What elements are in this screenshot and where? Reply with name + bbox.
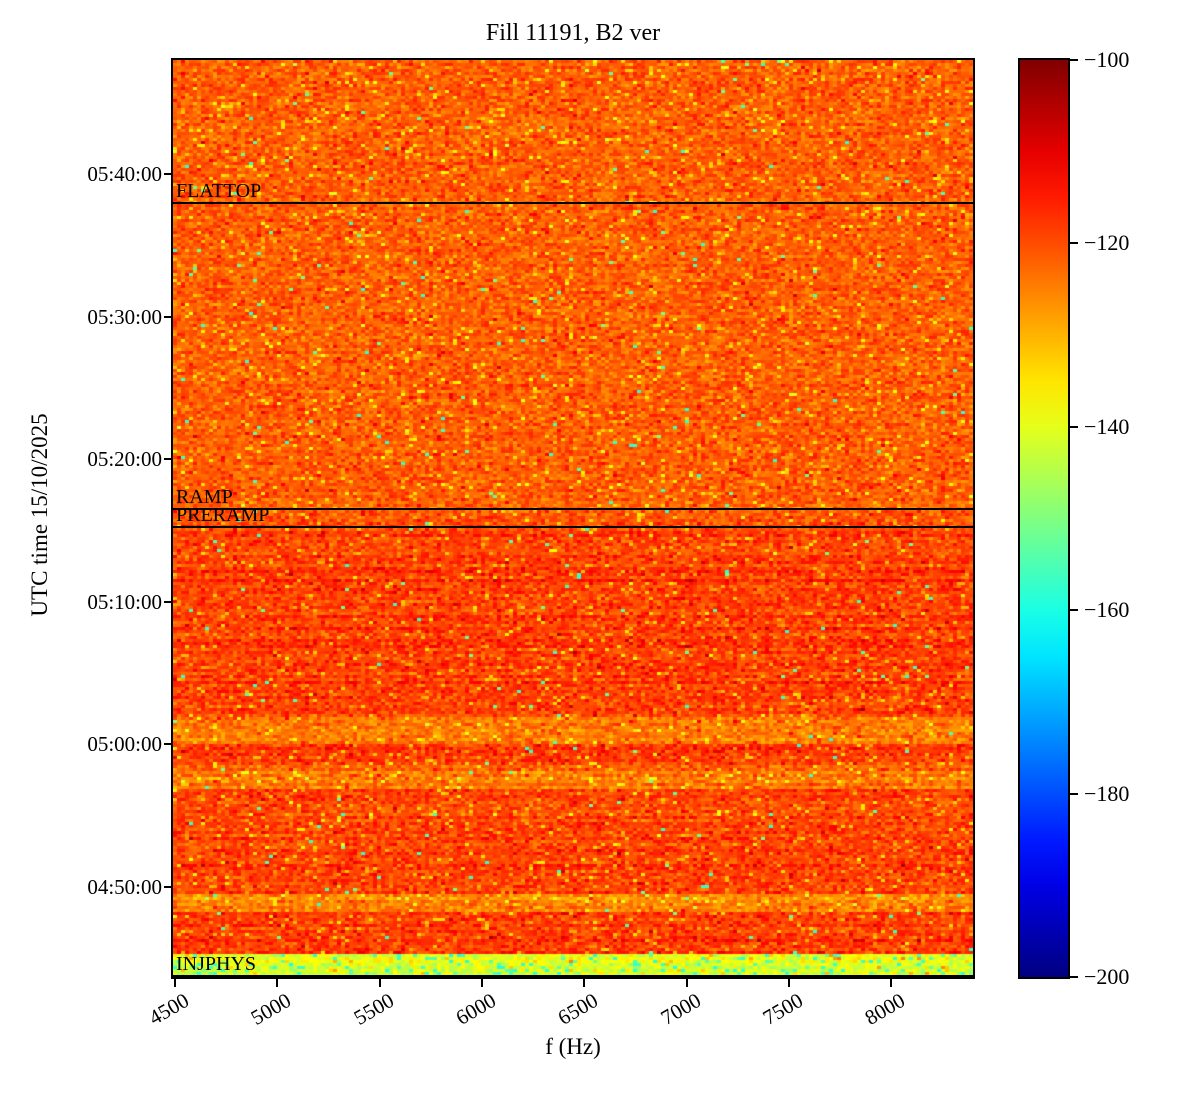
colorbar-tick-label: −200 (1084, 964, 1130, 989)
beam-mode-line-injphys (173, 974, 973, 978)
x-tick-label: 6500 (553, 988, 603, 1030)
y-tick-label: 05:40:00 (87, 162, 162, 187)
beam-mode-label-injphys: INJPHYS (176, 952, 257, 975)
colorbar-tick-label: −120 (1084, 230, 1130, 256)
beam-mode-label-ramp: RAMP (176, 485, 233, 508)
x-tick-mark (583, 979, 586, 987)
beam-mode-line-flattop (173, 201, 973, 205)
x-tick-mark (787, 979, 790, 987)
colorbar-tick-mark (1070, 242, 1078, 245)
x-tick-label: 5000 (246, 988, 296, 1030)
colorbar-tick-label: −100 (1084, 47, 1130, 72)
y-tick-label: 05:30:00 (87, 304, 162, 329)
x-tick-mark (276, 979, 279, 987)
y-tick-mark (164, 743, 173, 746)
y-tick-label: 04:50:00 (87, 874, 162, 899)
colorbar-tick-mark (1070, 976, 1078, 978)
y-tick-mark (164, 600, 173, 603)
x-tick-label: 8000 (860, 988, 910, 1030)
beam-mode-line-preramp (173, 525, 973, 529)
beam-mode-line-ramp (173, 507, 973, 511)
colorbar (1018, 58, 1070, 979)
x-tick-label: 7000 (656, 988, 705, 1030)
colorbar-tick-label: −180 (1084, 780, 1130, 806)
spectrogram-canvas (173, 60, 973, 977)
y-tick-label: 05:00:00 (87, 732, 162, 757)
x-axis-label: f (Hz) (545, 1034, 601, 1059)
y-tick-label: 05:10:00 (87, 589, 162, 614)
x-tick-mark (378, 979, 381, 987)
x-tick-label: 5500 (349, 988, 398, 1030)
x-tick-mark (174, 979, 177, 987)
y-tick-mark (164, 458, 173, 461)
x-tick-mark (480, 979, 483, 987)
beam-mode-label-preramp: PRERAMP (176, 503, 270, 526)
colorbar-tick-label: −160 (1084, 597, 1130, 623)
chart-title: Fill 11191, B2 ver (485, 20, 661, 46)
colorbar-tick-mark (1070, 425, 1078, 428)
colorbar-tick-mark (1070, 59, 1078, 61)
colorbar-tick-mark (1070, 609, 1078, 612)
colorbar-tick-label: −140 (1084, 413, 1130, 439)
y-tick-mark (164, 315, 173, 318)
y-tick-mark (164, 173, 173, 176)
y-tick-label: 05:20:00 (87, 447, 162, 472)
colorbar-tick-mark (1070, 792, 1078, 795)
x-tick-label: 4500 (144, 988, 194, 1030)
beam-mode-label-flattop: FLATTOP (176, 179, 262, 202)
x-tick-mark (685, 979, 688, 987)
x-tick-label: 6000 (451, 988, 500, 1030)
x-tick-label: 7500 (758, 988, 807, 1030)
y-tick-mark (164, 885, 173, 888)
colorbar-gradient (1020, 60, 1068, 977)
x-tick-mark (890, 979, 893, 987)
y-axis-label: UTC time 15/10/2025 (27, 413, 52, 617)
